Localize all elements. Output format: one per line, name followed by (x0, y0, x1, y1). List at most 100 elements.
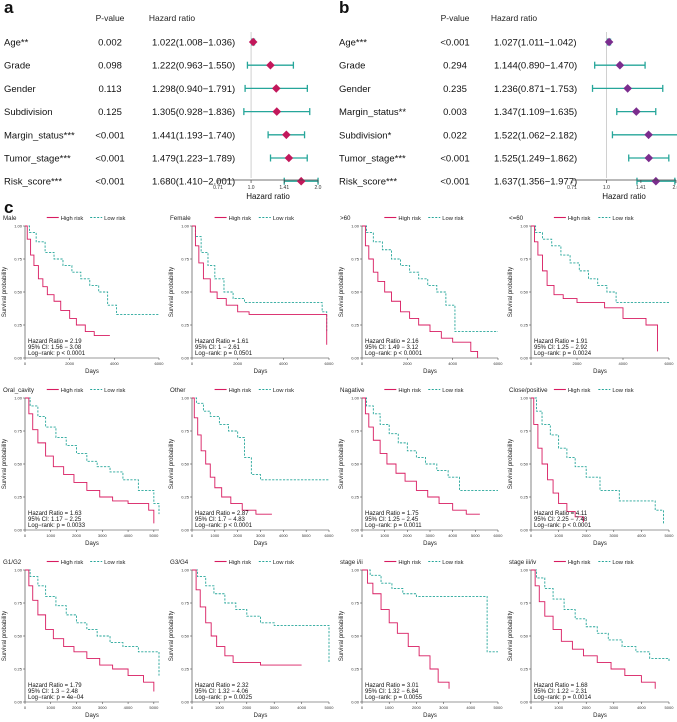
km-x-tick-label: 0 (24, 705, 27, 710)
km-legend-low-label: Low risk (612, 388, 633, 394)
forest-row-label: Risk_score*** (339, 177, 397, 188)
km-legend-low-label: Low risk (273, 560, 294, 566)
km-curve-low-risk (531, 569, 670, 663)
km-x-axis-title: Days (423, 713, 437, 719)
km-y-tick-label: 0.50 (520, 634, 529, 639)
forest-row-label: Subdivision (4, 107, 53, 118)
forest-hr-point (284, 153, 294, 163)
forest-row-hr-text: 1.525(1.249−1.862) (494, 154, 577, 165)
km-legend-high-label: High risk (398, 560, 421, 566)
km-plot: Close/positive High risk Low risk 0.00 0.25 0… (508, 387, 674, 547)
km-x-tick-label: 5000 (302, 533, 312, 538)
forest-row-label: Age** (4, 38, 29, 49)
km-stat-logrank: Log−rank: p < 0.0001 (28, 351, 86, 357)
km-legend-low-label: Low risk (104, 560, 125, 566)
km-legend-low-label: Low risk (442, 216, 463, 222)
km-x-tick-label: 2000 (242, 705, 252, 710)
forest-row-label: Grade (4, 61, 30, 72)
km-y-tick-label: 0.75 (181, 429, 190, 434)
km-legend-high-label: High risk (568, 560, 591, 566)
km-legend-high-label: High risk (61, 216, 84, 222)
km-title: G3/G4 (170, 559, 189, 566)
km-y-tick-label: 0.00 (351, 700, 360, 705)
km-curve-high-risk (192, 569, 302, 666)
forest-x-tick-label: 0.71 (213, 185, 223, 191)
km-stat-logrank: Log−rank: p = 0.0014 (534, 695, 592, 701)
km-legend-high-label: High risk (568, 388, 591, 394)
km-x-tick-label: 0 (24, 361, 27, 366)
km-x-tick-label: 3000 (98, 533, 108, 538)
km-title: stage iii/iv (509, 559, 537, 566)
km-y-tick-label: 0.00 (351, 356, 360, 361)
km-y-axis-title: Survival probability (169, 611, 175, 661)
km-y-tick-label: 0.00 (14, 356, 23, 361)
forest-header-pvalue: P-value (96, 13, 125, 23)
km-curve-high-risk (531, 225, 658, 352)
km-x-tick-label: 2000 (403, 533, 413, 538)
forest-row-label: Risk_score*** (4, 177, 62, 188)
km-x-tick-label: 0 (191, 361, 194, 366)
km-legend-low-label: Low risk (104, 216, 125, 222)
km-stat-hazard-ratio: Hazard Ratio = 3.01 (365, 683, 419, 689)
km-x-axis-title: Days (593, 541, 607, 547)
km-y-tick-label: 0.50 (181, 634, 190, 639)
km-x-tick-label: 1000 (385, 705, 395, 710)
km-stat-hazard-ratio: Hazard Ratio = 1.79 (28, 683, 82, 689)
forest-x-tick-label: 1.41 (279, 185, 289, 191)
km-stat-hazard-ratio: Hazard Ratio = 4.11 (534, 511, 588, 517)
km-stat-logrank: Log−rank: p = 0.0024 (534, 351, 592, 357)
km-x-tick-label: 3000 (609, 533, 619, 538)
forest-row-pvalue: 0.002 (98, 38, 122, 49)
km-y-tick-label: 0.00 (181, 356, 190, 361)
km-y-tick-label: 0.75 (14, 257, 23, 262)
km-legend-low-label: Low risk (612, 216, 633, 222)
km-stat-ci: 95% CI: 1.22 − 2.31 (534, 689, 588, 695)
forest-row-pvalue: 0.125 (98, 107, 122, 118)
km-x-axis-title: Days (593, 369, 607, 375)
km-curve-high-risk (25, 225, 110, 337)
km-stat-logrank: Log−rank: p = 0.0501 (195, 351, 253, 357)
km-y-tick-label: 0.25 (181, 667, 190, 672)
km-curve-high-risk (362, 225, 479, 358)
forest-row-hr-text: 1.441(1.193−1.740) (152, 130, 235, 141)
km-y-tick-label: 0.25 (351, 323, 360, 328)
forest-x-tick-label: 2.0 (315, 185, 322, 191)
km-x-tick-label: 5000 (325, 705, 335, 710)
km-y-axis-title: Survival probability (508, 611, 514, 661)
forest-row-pvalue: 0.022 (443, 130, 467, 141)
forest-row-hr-text: 1.305(0.928−1.836) (152, 107, 235, 118)
km-y-tick-label: 0.50 (181, 290, 190, 295)
forest-hr-point (623, 84, 632, 93)
km-stat-hazard-ratio: Hazard Ratio = 1.68 (534, 683, 588, 689)
km-y-tick-label: 0.00 (14, 528, 23, 533)
km-y-tick-label: 1.00 (181, 224, 190, 229)
km-stat-logrank: Log−rank: p < 0.0001 (534, 523, 592, 529)
km-x-tick-label: 2000 (582, 705, 592, 710)
forest-row-pvalue: <0.001 (440, 177, 469, 188)
forest-plot-b: P-value Hazard ratio Age*** <0.001 1.027(1.0… (339, 13, 677, 200)
km-y-tick-label: 0.25 (181, 495, 190, 500)
km-x-axis-title: Days (423, 369, 437, 375)
km-y-tick-label: 0.00 (14, 700, 23, 705)
km-y-tick-label: 0.25 (520, 495, 529, 500)
forest-x-tick-label: 1.0 (248, 185, 255, 191)
km-x-tick-label: 3000 (439, 705, 449, 710)
km-x-tick-label: 6000 (155, 361, 165, 366)
km-y-axis-title: Survival probability (2, 611, 8, 661)
km-x-tick-label: 4000 (637, 705, 647, 710)
km-legend-low-label: Low risk (273, 388, 294, 394)
km-y-tick-label: 1.00 (520, 396, 529, 401)
km-y-tick-label: 0.50 (181, 462, 190, 467)
km-x-tick-label: 4000 (297, 705, 307, 710)
km-title: stage i/ii (340, 559, 363, 566)
km-stat-ci: 95% CI: 1.17 − 2.25 (28, 517, 82, 523)
forest-header-pvalue: P-value (441, 13, 470, 23)
km-x-tick-label: 2000 (582, 533, 592, 538)
km-y-axis-title: Survival probability (339, 267, 345, 317)
forest-row-pvalue: <0.001 (95, 177, 124, 188)
km-stat-logrank: Log−rank: p < 0.0001 (195, 523, 253, 529)
km-plot: Male High risk Low risk 0.00 0.25 0.50 0.75 1.0… (2, 215, 164, 375)
forest-x-tick-label: 2.0 (673, 185, 677, 191)
forest-row-hr-text: 1.680(1.410−2.001) (152, 177, 235, 188)
km-x-tick-label: 3000 (270, 705, 280, 710)
